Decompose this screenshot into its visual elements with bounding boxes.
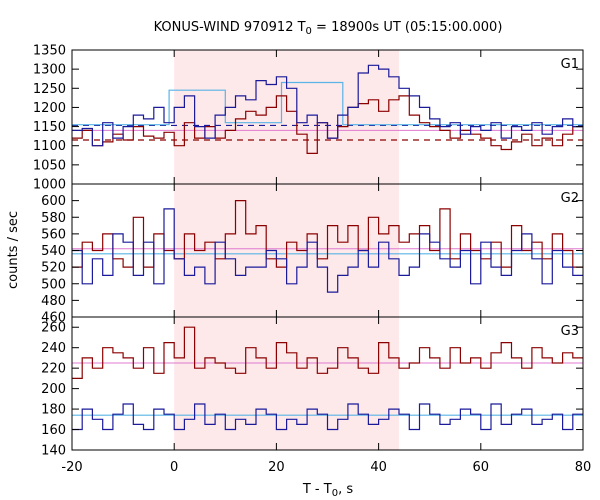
x-tick-label: 0 xyxy=(170,460,178,475)
panel-g1: 1000 1050 1100 1150 1200 1250 1300 1350 G1 xyxy=(33,44,584,193)
blue-series-line xyxy=(72,208,583,293)
x-axis-label-rest: , s xyxy=(338,482,353,497)
red-series-line xyxy=(72,326,583,379)
panel-label-g1: G1 xyxy=(561,57,579,72)
y-tick-label: 540 xyxy=(41,244,66,259)
y-tick-label: 200 xyxy=(41,382,66,397)
shaded-interval-g1 xyxy=(174,50,400,184)
y-tick-label: 520 xyxy=(41,261,66,276)
x-tick-label: -20 xyxy=(61,460,82,475)
y-tick-label: 1250 xyxy=(33,82,66,97)
y-tick-label: 180 xyxy=(41,403,66,418)
y-tick-label: 1050 xyxy=(33,158,66,173)
red-series-line xyxy=(72,200,583,268)
svg-text:KONUS-WIND 970912 T0 = 18900s: KONUS-WIND 970912 T0 = 18900s UT (05:15:… xyxy=(154,20,503,37)
y-tick-label: 140 xyxy=(41,444,66,459)
panel-g3: 140 160 180 200 220 240 260 G3 xyxy=(41,316,584,459)
blue-series-line xyxy=(72,64,583,147)
x-tick-label: 60 xyxy=(473,460,490,475)
y-tick-label: 240 xyxy=(41,341,66,356)
panel-label-g2: G2 xyxy=(561,191,579,206)
y-tick-label: 560 xyxy=(41,227,66,242)
blue-series-line xyxy=(72,403,583,431)
y-tick-label: 220 xyxy=(41,362,66,377)
y-tick-label: 600 xyxy=(41,194,66,209)
y-tick-label: 480 xyxy=(41,294,66,309)
y-tick-label: 1150 xyxy=(33,120,66,135)
y-tick-label: 1300 xyxy=(33,63,66,78)
title-rest: = 18900s UT (05:15:00.000) xyxy=(312,20,502,35)
x-axis-label-main: T - T xyxy=(302,482,332,497)
y-tick-label: 160 xyxy=(41,423,66,438)
x-axis-label: T - T0, s xyxy=(302,482,353,499)
y-tick-label: 1200 xyxy=(33,101,66,116)
panel-label-g3: G3 xyxy=(561,324,579,339)
y-axis-label: counts / sec xyxy=(6,211,21,289)
y-tick-label: 500 xyxy=(41,277,66,292)
title-sub: 0 xyxy=(306,26,312,37)
y-tick-label: 1100 xyxy=(33,139,66,154)
chart-title: KONUS-WIND 970912 T0 = 18900s UT (05:15:… xyxy=(154,20,503,37)
x-tick-label: 80 xyxy=(575,460,592,475)
blue-model-line xyxy=(72,81,583,126)
y-tick-label: 1000 xyxy=(33,178,66,193)
x-axis: -20 0 20 40 60 80 xyxy=(61,460,591,475)
x-tick-label: 40 xyxy=(370,460,387,475)
x-tick-label: 20 xyxy=(268,460,285,475)
x-axis-label-sub: 0 xyxy=(332,488,338,499)
y-tick-label: 460 xyxy=(41,311,66,326)
y-tick-label: 580 xyxy=(41,211,66,226)
panel-frame xyxy=(71,316,584,451)
title-main: KONUS-WIND 970912 T xyxy=(154,20,306,35)
panels-layer: 1000 1050 1100 1150 1200 1250 1300 1350 G1 460 480… xyxy=(33,44,584,459)
y-tick-label: 260 xyxy=(41,321,66,336)
y-tick-label: 1350 xyxy=(33,44,66,59)
